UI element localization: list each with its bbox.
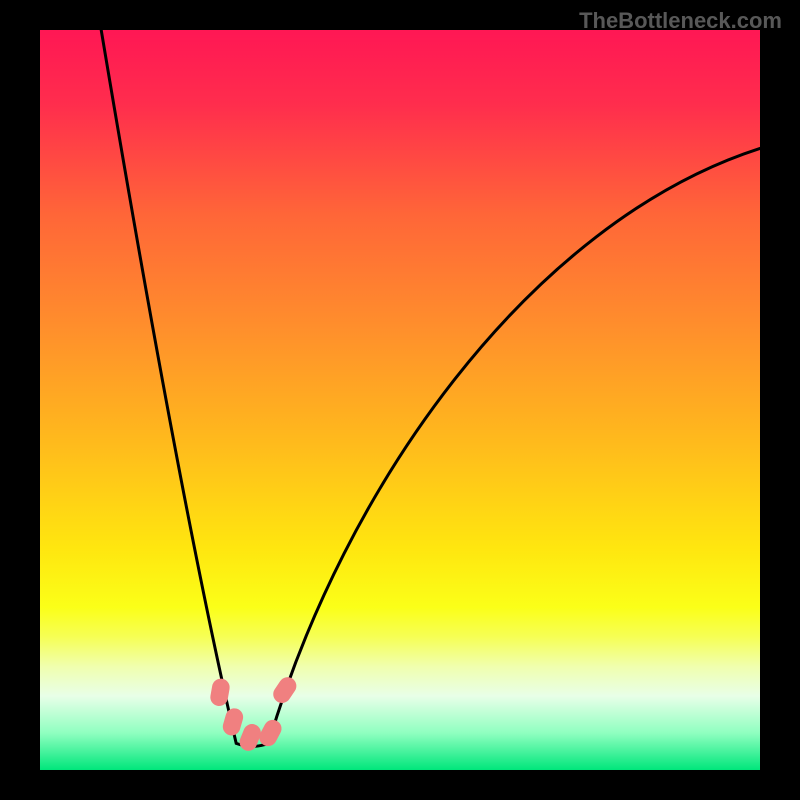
valley-marker bbox=[270, 674, 300, 707]
curve-layer bbox=[40, 30, 760, 770]
bottleneck-curve bbox=[101, 30, 760, 746]
chart-plot-area bbox=[40, 30, 760, 770]
valley-marker bbox=[221, 706, 245, 737]
